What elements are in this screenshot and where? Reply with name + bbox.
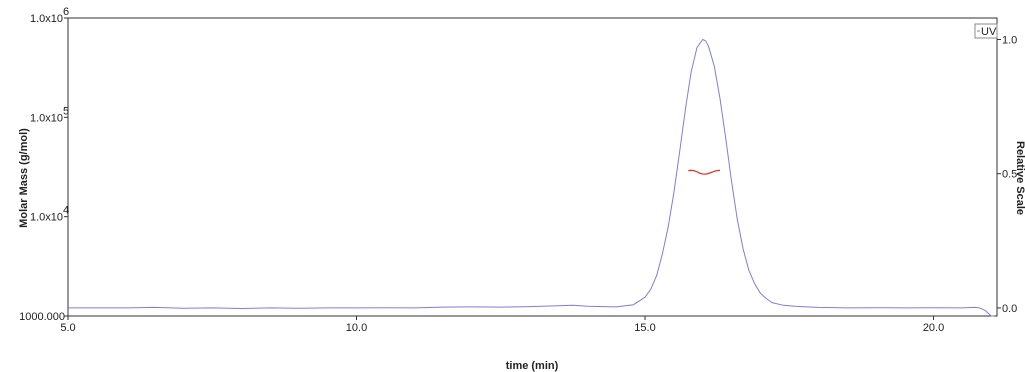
- molar-mass-series-line: [688, 169, 721, 175]
- y-tick-label: 1000.000: [19, 311, 65, 323]
- y-tick-exponent: 4: [63, 205, 69, 217]
- x-tick-label: 5.0: [60, 322, 75, 334]
- y-tick-exponent: 6: [63, 6, 69, 18]
- x-tick-label: 20.0: [923, 322, 944, 334]
- y2-tick-label: 1.0: [1002, 34, 1017, 46]
- x-axis-title: time (min): [506, 360, 559, 372]
- plot-frame: [67, 17, 998, 317]
- y2-tick-label: 0.0: [1002, 303, 1017, 315]
- y2-axis-title: Relative Scale: [1014, 141, 1025, 215]
- legend-box: [974, 23, 998, 39]
- y2-axis-ticks: 0.0 0.5 1.0: [997, 34, 1017, 315]
- x-tick-label: 10.0: [346, 322, 367, 334]
- x-tick-label: 15.0: [634, 322, 655, 334]
- y-tick-label: 1.0x10: [30, 112, 63, 124]
- x-axis-ticks: 5.0 10.0 15.0 20.0: [60, 316, 944, 334]
- series-layer: [68, 39, 995, 317]
- y-tick-exponent: 5: [63, 105, 69, 117]
- y-axis-title: Molar Mass (g/mol): [18, 128, 30, 228]
- y-tick-label: 1.0x10: [30, 212, 63, 224]
- legend-entry-uv: UV: [981, 26, 997, 38]
- y2-tick-label: 0.5: [1002, 169, 1017, 181]
- legend: UV: [974, 23, 998, 39]
- uv-series-line: [68, 39, 995, 317]
- y-tick-label: 1.0x10: [30, 13, 63, 25]
